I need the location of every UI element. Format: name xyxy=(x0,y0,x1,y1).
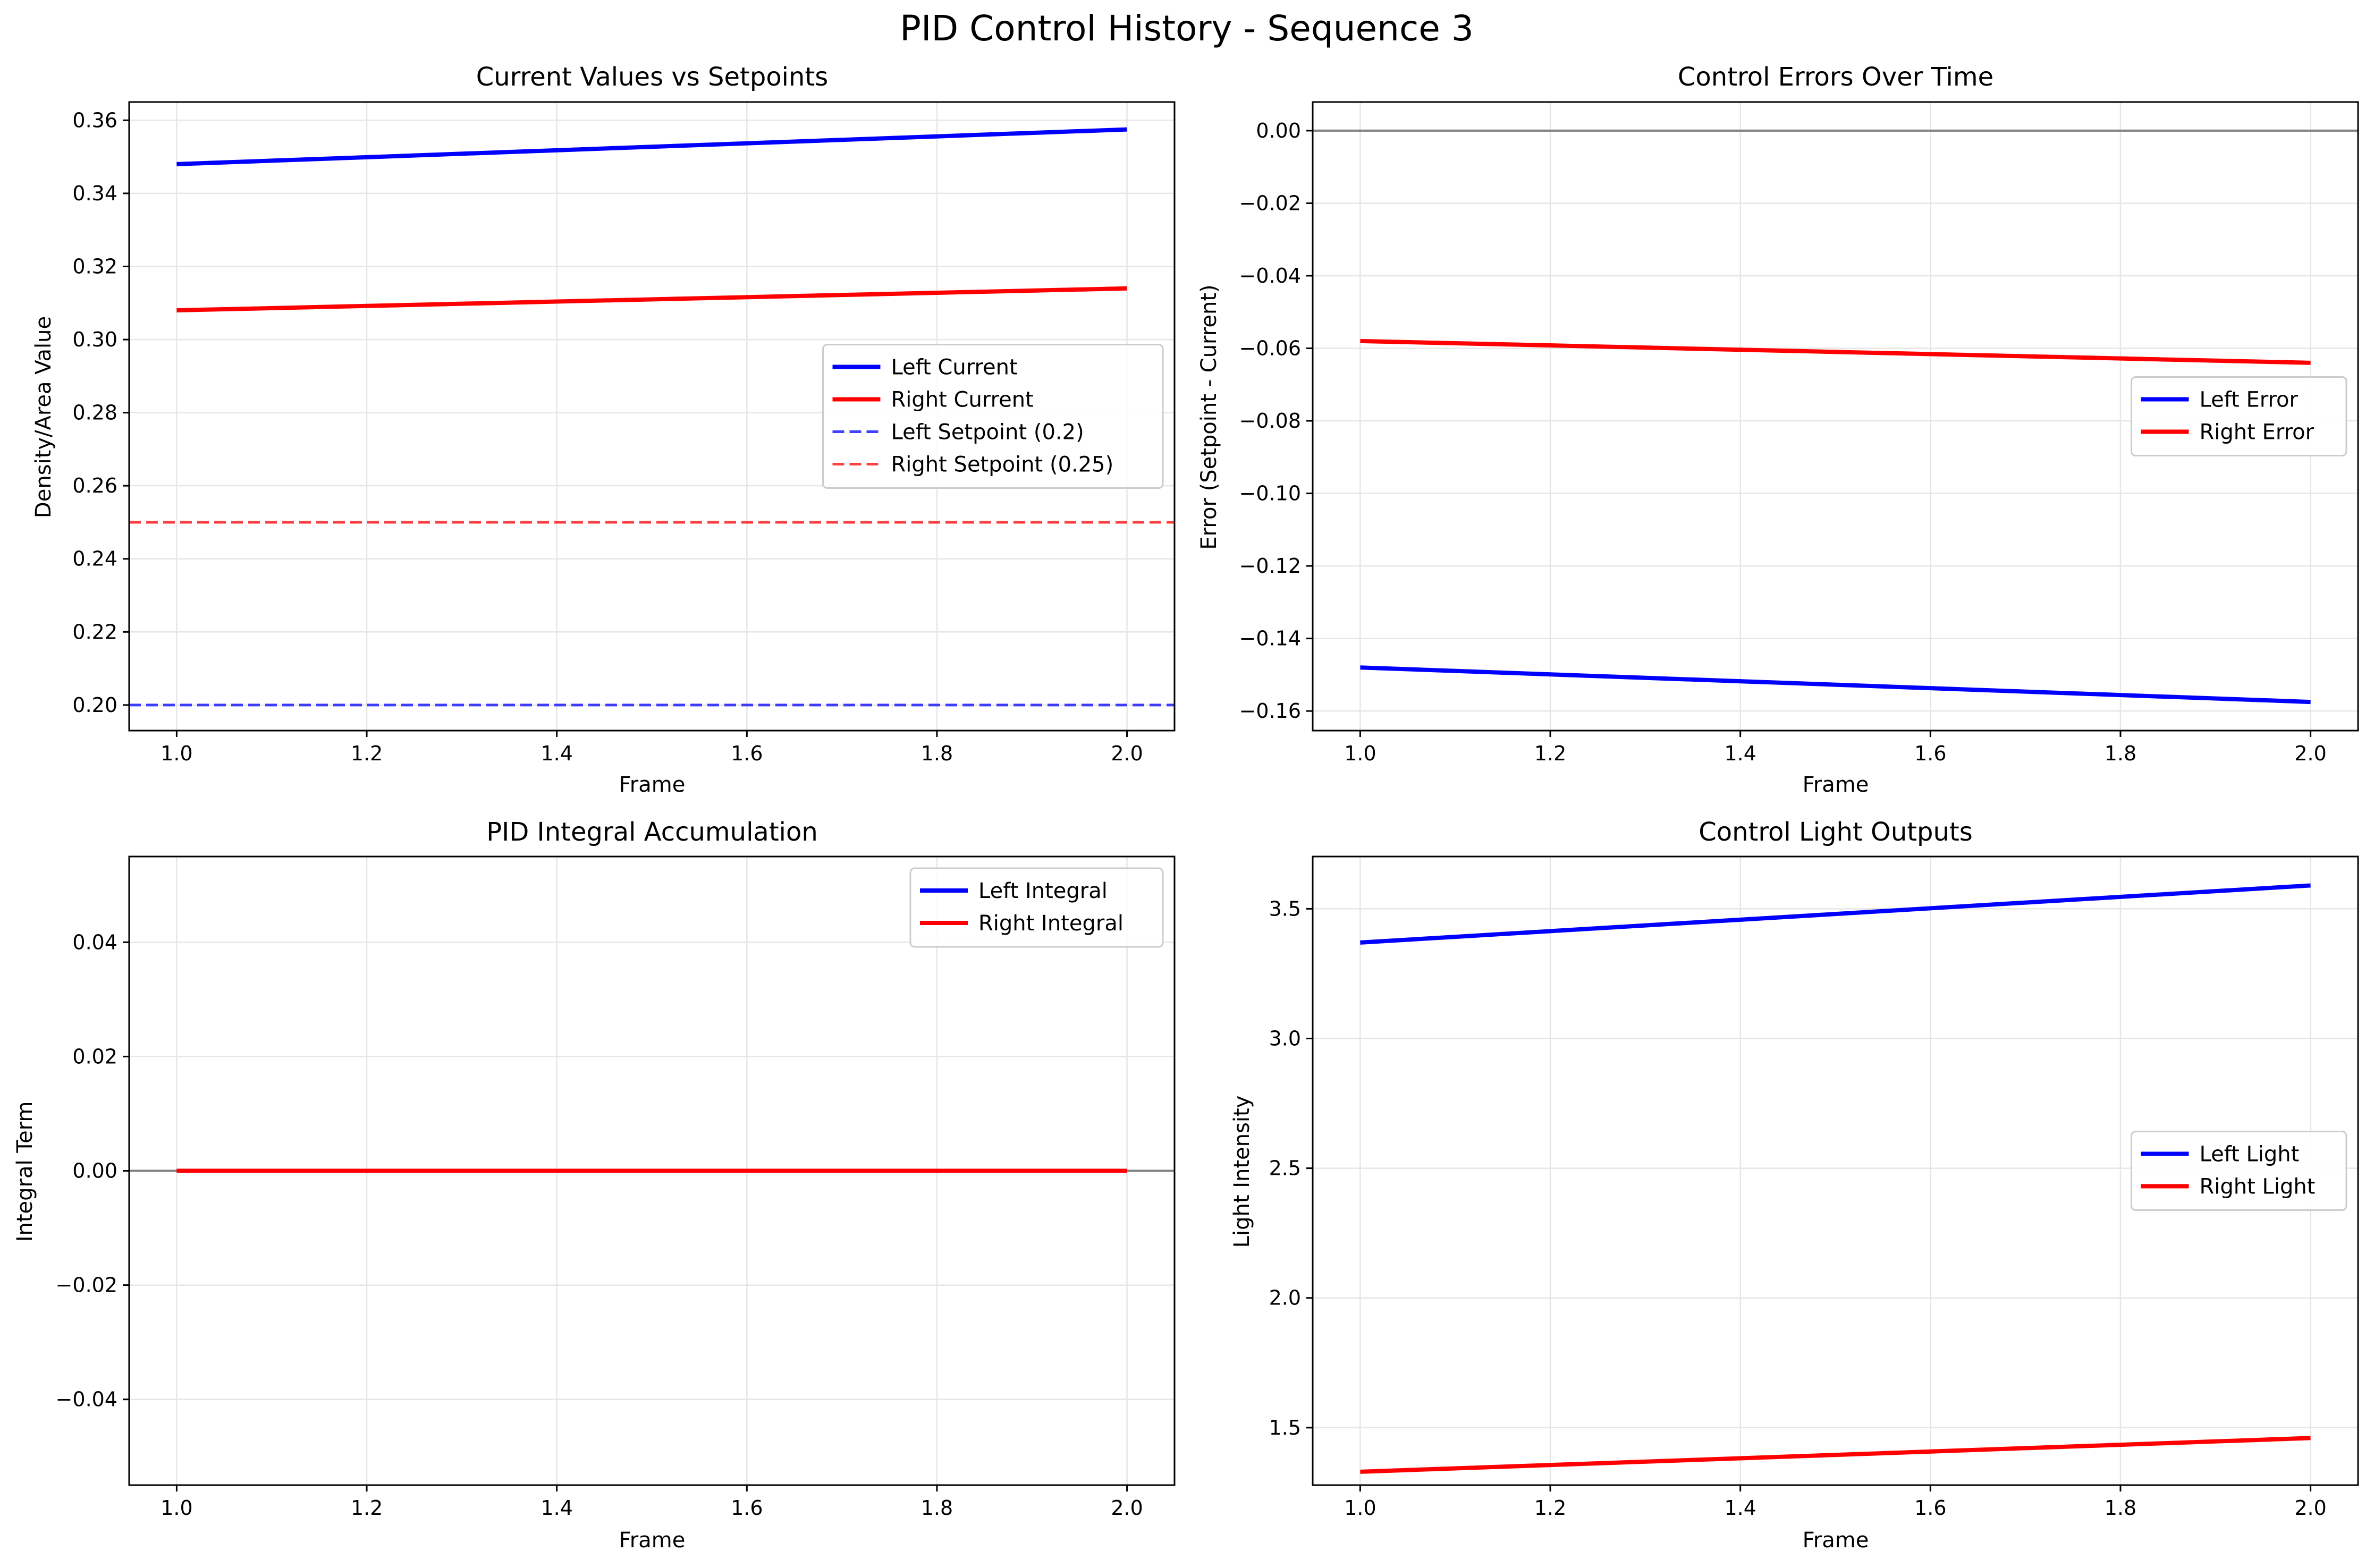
y-tick-label: −0.06 xyxy=(1239,337,1301,360)
y-tick-label: −0.12 xyxy=(1239,554,1301,578)
series-line xyxy=(1360,883,2311,945)
legend-entry-label: Left Current xyxy=(891,355,1018,380)
y-tick-label: 0.34 xyxy=(72,182,117,205)
legend-entry-label: Right Integral xyxy=(978,911,1123,936)
legend-box xyxy=(822,344,1164,489)
x-tick-label: 1.4 xyxy=(540,1496,572,1520)
x-tick-label: 2.0 xyxy=(2294,742,2326,765)
legend: Left Current Right Current Left Setpoint (… xyxy=(822,344,1164,489)
x-tick-label: 2.0 xyxy=(2294,1496,2326,1520)
series-line xyxy=(176,127,1127,166)
y-tick-label: 0.00 xyxy=(72,1159,117,1183)
x-tick-label: 1.8 xyxy=(2105,1496,2136,1520)
series-line xyxy=(1360,665,2311,705)
y-tick-label: −0.02 xyxy=(1239,191,1301,215)
y-axis-label: Light Intensity xyxy=(1230,1096,1254,1248)
x-axis-label: Frame xyxy=(619,773,686,797)
x-tick-label: 1.8 xyxy=(921,1496,953,1520)
y-tick-label: 3.5 xyxy=(1269,897,1301,920)
x-tick-label: 1.8 xyxy=(2105,742,2136,765)
legend: Left Light Right Light xyxy=(2131,1131,2347,1211)
y-tick-label: 0.26 xyxy=(72,474,117,497)
y-tick-label: −0.08 xyxy=(1239,409,1301,433)
y-tick-label: 2.0 xyxy=(1269,1286,1301,1310)
series-line xyxy=(176,286,1127,313)
legend-entry-label: Right Error xyxy=(2200,420,2314,445)
y-axis-label: Density/Area Value xyxy=(31,316,56,518)
x-tick-label: 1.6 xyxy=(1914,1496,1946,1520)
legend-entry-label: Right Light xyxy=(2200,1175,2316,1199)
y-tick-label: 0.28 xyxy=(72,401,117,425)
x-axis-label: Frame xyxy=(619,1528,686,1553)
y-tick-label: 0.30 xyxy=(72,328,117,351)
chart-control-errors-over-time: Control Errors Over Time Frame Error (Se… xyxy=(1197,62,2359,797)
x-tick-label: 1.0 xyxy=(1344,1496,1376,1520)
series-line xyxy=(1360,1436,2311,1474)
axes-frame xyxy=(1312,855,2359,1486)
x-tick-label: 1.2 xyxy=(1534,742,1566,765)
chart-current-values-vs-setpoints: Current Values vs Setpoints Frame Densit… xyxy=(31,62,1176,797)
legend-entry-label: Right Setpoint (0.25) xyxy=(891,453,1114,477)
x-tick-label: 1.6 xyxy=(731,1496,763,1520)
y-axis-label: Error (Setpoint - Current) xyxy=(1197,284,1221,549)
y-tick-label: 0.36 xyxy=(72,108,117,132)
y-tick-label: 1.5 xyxy=(1269,1416,1301,1439)
legend-entry-label: Left Setpoint (0.2) xyxy=(891,420,1084,445)
legend-entry-label: Left Integral xyxy=(978,879,1108,903)
y-tick-label: 0.02 xyxy=(72,1045,117,1068)
legend-entry-label: Left Error xyxy=(2200,388,2299,412)
x-tick-label: 1.4 xyxy=(1724,1496,1756,1520)
y-tick-label: −0.10 xyxy=(1239,482,1301,505)
series-line xyxy=(1360,338,2311,365)
y-tick-label: −0.04 xyxy=(1239,264,1301,287)
legend-box xyxy=(909,867,1164,948)
x-tick-label: 1.0 xyxy=(160,742,192,765)
y-tick-label: −0.16 xyxy=(1239,699,1301,723)
axes-frame xyxy=(1312,101,2359,732)
legend-entry-label: Left Light xyxy=(2200,1142,2300,1167)
figure-title: PID Control History - Sequence 3 xyxy=(900,8,1474,49)
chart-title: Control Light Outputs xyxy=(1699,817,1973,847)
y-tick-label: −0.02 xyxy=(56,1274,117,1297)
y-tick-label: 3.0 xyxy=(1269,1027,1301,1050)
axes-frame xyxy=(128,101,1176,732)
y-tick-label: 0.22 xyxy=(72,620,117,643)
y-tick-label: 0.00 xyxy=(1256,119,1301,142)
y-tick-label: 0.04 xyxy=(72,930,117,954)
y-axis-label: Integral Term xyxy=(13,1101,37,1242)
x-tick-label: 1.2 xyxy=(1534,1496,1566,1520)
y-tick-label: −0.14 xyxy=(1239,627,1301,650)
legend-entry-label: Right Current xyxy=(891,388,1034,412)
chart-control-light-outputs: Control Light Outputs Frame Light Intens… xyxy=(1230,817,2359,1553)
chart-title: PID Integral Accumulation xyxy=(486,817,818,847)
legend: Left Error Right Error xyxy=(2131,376,2347,456)
x-tick-label: 1.8 xyxy=(921,742,953,765)
legend: Left Integral Right Integral xyxy=(909,867,1164,948)
y-tick-label: 0.24 xyxy=(72,547,117,571)
x-tick-label: 1.2 xyxy=(351,1496,383,1520)
x-tick-label: 1.6 xyxy=(1914,742,1946,765)
x-tick-label: 2.0 xyxy=(1111,1496,1143,1520)
y-tick-label: −0.04 xyxy=(56,1388,117,1411)
x-tick-label: 1.6 xyxy=(731,742,763,765)
x-tick-label: 2.0 xyxy=(1111,742,1143,765)
chart-title: Control Errors Over Time xyxy=(1678,62,1993,92)
x-tick-label: 1.4 xyxy=(540,742,572,765)
y-tick-label: 2.5 xyxy=(1269,1157,1301,1180)
x-tick-label: 1.2 xyxy=(351,742,383,765)
y-tick-label: 0.20 xyxy=(72,693,117,717)
x-axis-label: Frame xyxy=(1803,773,1869,797)
y-tick-label: 0.32 xyxy=(72,255,117,278)
chart-title: Current Values vs Setpoints xyxy=(476,62,829,92)
legend-box xyxy=(2131,1131,2347,1211)
x-tick-label: 1.0 xyxy=(1344,742,1376,765)
x-tick-label: 1.4 xyxy=(1724,742,1756,765)
legend-box xyxy=(2131,376,2347,456)
x-tick-label: 1.0 xyxy=(160,1496,192,1520)
x-axis-label: Frame xyxy=(1803,1528,1869,1553)
chart-pid-integral-accumulation: PID Integral Accumulation Frame Integral… xyxy=(13,817,1176,1553)
